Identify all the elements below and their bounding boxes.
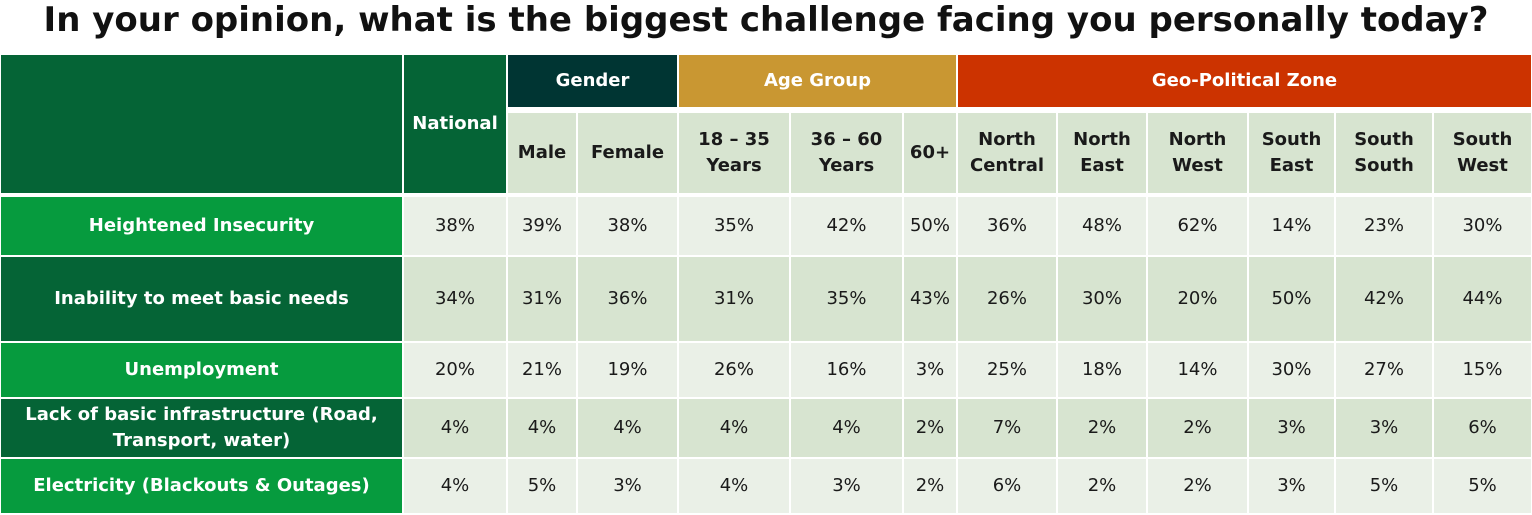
table-cell: 5% xyxy=(508,459,576,513)
table-cell: 7% xyxy=(958,399,1056,457)
header-national: National xyxy=(404,55,506,193)
header-corner xyxy=(1,55,402,193)
table-cell: 31% xyxy=(508,257,576,341)
table-cell: 20% xyxy=(404,343,506,397)
row-label: Heightened Insecurity xyxy=(1,197,402,255)
subheader-36-60-years: 36 – 60 Years xyxy=(791,113,902,193)
table-cell: 14% xyxy=(1148,343,1247,397)
table-cell: 18% xyxy=(1058,343,1146,397)
subheader-south-south: South South xyxy=(1336,113,1432,193)
table-cell: 2% xyxy=(1058,459,1146,513)
table-cell: 3% xyxy=(578,459,677,513)
subheader-north-east: North East xyxy=(1058,113,1146,193)
table-cell: 2% xyxy=(1148,459,1247,513)
subheader-female: Female xyxy=(578,113,677,193)
subheader-south-west: South West xyxy=(1434,113,1531,193)
table-cell: 36% xyxy=(578,257,677,341)
row-label: Lack of basic infrastructure (Road, Trans… xyxy=(1,399,402,457)
table-cell: 30% xyxy=(1249,343,1334,397)
table-cell: 4% xyxy=(508,399,576,457)
table-cell: 27% xyxy=(1336,343,1432,397)
table-cell: 6% xyxy=(958,459,1056,513)
table-cell: 62% xyxy=(1148,197,1247,255)
table-cell: 44% xyxy=(1434,257,1531,341)
table-cell: 5% xyxy=(1336,459,1432,513)
header-gender: Gender xyxy=(508,55,677,107)
table-cell: 4% xyxy=(404,399,506,457)
table-cell: 3% xyxy=(791,459,902,513)
table-cell: 16% xyxy=(791,343,902,397)
table-cell: 21% xyxy=(508,343,576,397)
header-age-group: Age Group xyxy=(679,55,956,107)
table-cell: 34% xyxy=(404,257,506,341)
table-cell: 2% xyxy=(904,459,956,513)
table-cell: 23% xyxy=(1336,197,1432,255)
table-cell: 3% xyxy=(1336,399,1432,457)
table-cell: 20% xyxy=(1148,257,1247,341)
table-cell: 4% xyxy=(578,399,677,457)
table-cell: 4% xyxy=(791,399,902,457)
table-cell: 35% xyxy=(679,197,789,255)
table-cell: 3% xyxy=(1249,459,1334,513)
row-label: Electricity (Blackouts & Outages) xyxy=(1,459,402,513)
table-cell: 38% xyxy=(578,197,677,255)
table-cell: 4% xyxy=(679,399,789,457)
subheader-male: Male xyxy=(508,113,576,193)
table-cell: 38% xyxy=(404,197,506,255)
subheader-north-central: North Central xyxy=(958,113,1056,193)
table-cell: 26% xyxy=(679,343,789,397)
header-geo-political-zone: Geo-Political Zone xyxy=(958,55,1531,107)
table-cell: 2% xyxy=(1148,399,1247,457)
row-label: Inability to meet basic needs xyxy=(1,257,402,341)
table-cell: 39% xyxy=(508,197,576,255)
table-cell: 31% xyxy=(679,257,789,341)
table-cell: 50% xyxy=(1249,257,1334,341)
table-cell: 15% xyxy=(1434,343,1531,397)
table-cell: 14% xyxy=(1249,197,1334,255)
table-cell: 30% xyxy=(1058,257,1146,341)
table-cell: 3% xyxy=(1249,399,1334,457)
table-cell: 2% xyxy=(1058,399,1146,457)
table-cell: 25% xyxy=(958,343,1056,397)
table-cell: 43% xyxy=(904,257,956,341)
table-cell: 50% xyxy=(904,197,956,255)
subheader-north-west: North West xyxy=(1148,113,1247,193)
chart-title: In your opinion, what is the biggest cha… xyxy=(43,0,1489,40)
table-cell: 42% xyxy=(1336,257,1432,341)
subheader-south-east: South East xyxy=(1249,113,1334,193)
table-cell: 2% xyxy=(904,399,956,457)
table-cell: 4% xyxy=(404,459,506,513)
table-cell: 42% xyxy=(791,197,902,255)
subheader-18-35-years: 18 – 35 Years xyxy=(679,113,789,193)
table-cell: 48% xyxy=(1058,197,1146,255)
table-cell: 26% xyxy=(958,257,1056,341)
table-cell: 3% xyxy=(904,343,956,397)
table-cell: 5% xyxy=(1434,459,1531,513)
table-cell: 4% xyxy=(679,459,789,513)
table-cell: 19% xyxy=(578,343,677,397)
table-cell: 36% xyxy=(958,197,1056,255)
table-cell: 35% xyxy=(791,257,902,341)
table-cell: 6% xyxy=(1434,399,1531,457)
table-cell: 30% xyxy=(1434,197,1531,255)
row-label: Unemployment xyxy=(1,343,402,397)
subheader-60: 60+ xyxy=(904,113,956,193)
